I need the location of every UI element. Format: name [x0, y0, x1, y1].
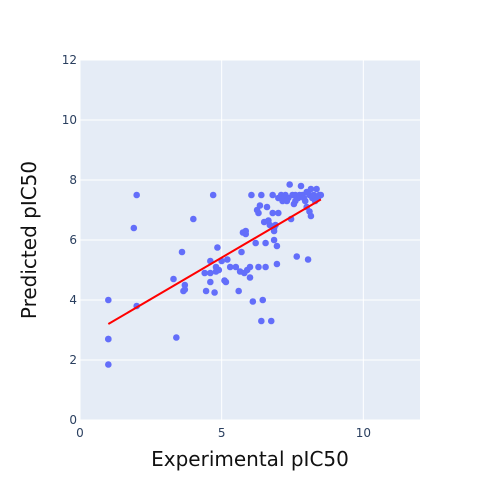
data-point — [259, 296, 267, 304]
y-tick-label: 0 — [69, 413, 77, 427]
x-tick-label: 10 — [356, 426, 371, 440]
data-point — [269, 191, 276, 199]
x-tick-label: 5 — [218, 426, 226, 440]
data-point — [256, 202, 264, 209]
data-point — [270, 227, 278, 235]
data-point — [246, 274, 254, 281]
data-point — [202, 287, 210, 295]
y-tick-label: 2 — [69, 353, 77, 367]
data-point — [211, 289, 218, 296]
data-point — [307, 185, 315, 193]
y-tick-label: 8 — [69, 173, 77, 187]
data-point — [273, 260, 281, 268]
data-point — [255, 263, 262, 271]
data-point — [258, 317, 265, 325]
data-point — [105, 296, 112, 304]
data-point — [269, 209, 276, 217]
data-point — [246, 263, 254, 271]
data-point — [304, 256, 312, 263]
data-point — [313, 185, 320, 193]
data-point — [297, 182, 305, 190]
data-point — [133, 191, 140, 199]
x-tick-label: 0 — [76, 426, 84, 440]
data-point — [173, 334, 180, 341]
data-point — [105, 361, 112, 368]
data-point — [170, 275, 177, 283]
y-tick-label: 10 — [62, 113, 77, 127]
data-point — [130, 224, 138, 232]
data-point — [252, 239, 259, 247]
y-axis-title: Predicted pIC50 — [17, 161, 41, 319]
data-point — [181, 286, 189, 293]
data-point — [238, 248, 245, 256]
data-point — [242, 227, 250, 235]
data-point — [293, 253, 301, 260]
data-point — [207, 269, 214, 277]
data-point — [267, 317, 275, 325]
data-point — [273, 242, 281, 250]
data-point — [224, 256, 231, 263]
data-point — [209, 191, 217, 199]
data-point — [275, 209, 282, 217]
data-point — [222, 278, 230, 286]
x-axis-title: Experimental pIC50 — [151, 447, 349, 471]
data-point — [248, 191, 255, 199]
data-point — [226, 263, 234, 271]
data-point — [235, 287, 242, 295]
y-tick-label: 4 — [69, 293, 77, 307]
data-point — [178, 248, 186, 256]
data-point — [105, 335, 112, 343]
y-tick-label: 12 — [62, 53, 77, 67]
data-point — [258, 191, 265, 199]
data-point — [255, 209, 262, 217]
data-point — [301, 197, 309, 205]
y-axis-ticks: 0 2 4 6 8 10 12 — [62, 53, 77, 427]
x-axis-ticks: 0 5 10 — [76, 426, 371, 440]
data-point — [262, 239, 269, 247]
data-point — [307, 212, 315, 220]
data-point — [232, 263, 240, 271]
data-point — [190, 215, 197, 223]
data-point — [249, 298, 257, 305]
data-point — [286, 181, 293, 188]
data-point — [270, 236, 278, 244]
fit-line-group — [107, 198, 322, 325]
data-point — [201, 269, 208, 277]
y-tick-label: 6 — [69, 233, 77, 247]
data-point — [215, 266, 223, 274]
fit-line — [107, 198, 322, 325]
data-point — [262, 263, 269, 271]
data-point — [207, 278, 214, 286]
data-point — [214, 244, 221, 251]
data-point — [317, 191, 325, 199]
data-point — [263, 203, 271, 211]
